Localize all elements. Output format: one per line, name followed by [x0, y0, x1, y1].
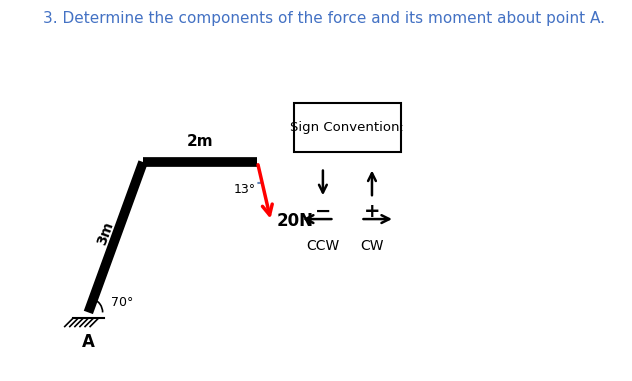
Text: 13°: 13°: [233, 183, 255, 196]
Text: CW: CW: [360, 239, 384, 253]
Text: 70°: 70°: [111, 296, 133, 309]
Text: 3. Determine the components of the force and its moment about point A.: 3. Determine the components of the force…: [42, 11, 605, 26]
Text: 2m: 2m: [187, 134, 214, 149]
Text: CCW: CCW: [307, 239, 339, 253]
Text: A: A: [82, 333, 95, 351]
Text: 20N: 20N: [277, 213, 314, 231]
Text: −: −: [315, 202, 331, 221]
Text: 3m: 3m: [94, 220, 116, 247]
Text: +: +: [364, 202, 380, 221]
Text: Sign Convention:: Sign Convention:: [291, 121, 404, 134]
FancyBboxPatch shape: [294, 103, 401, 152]
